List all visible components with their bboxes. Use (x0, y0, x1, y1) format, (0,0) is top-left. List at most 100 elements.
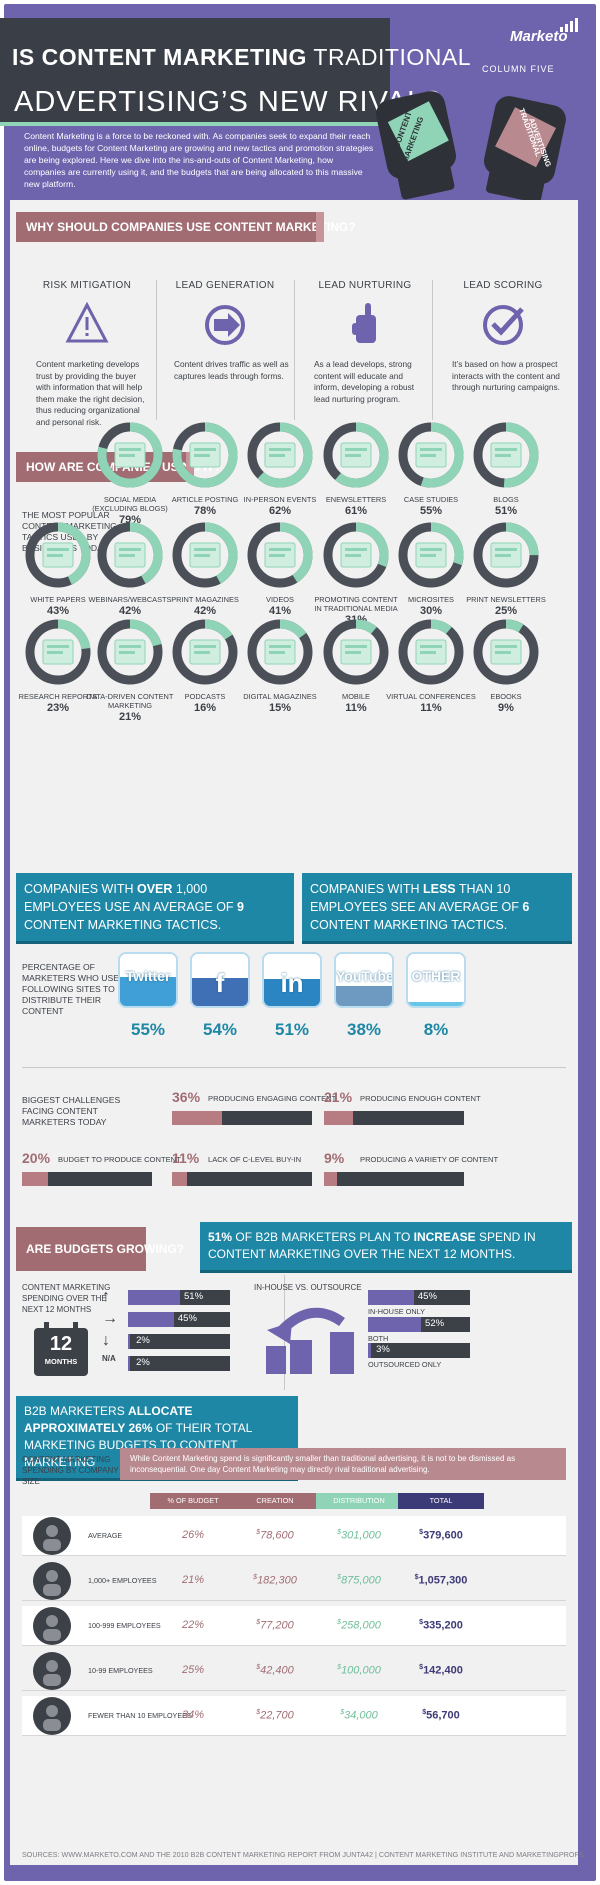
divider (156, 280, 157, 420)
tactic-label: PODCASTS (184, 692, 226, 701)
social-site-name: in (280, 968, 304, 998)
social-usage-fill (408, 1001, 464, 1006)
social-site-name: OTHER (411, 968, 461, 984)
calendar-icon (34, 1322, 88, 1376)
avatar-head (46, 1615, 58, 1627)
challenge-bar-track (172, 1111, 312, 1125)
tactic-donut (172, 522, 238, 588)
company-avatar-icon (33, 1697, 71, 1735)
warning-icon (65, 301, 109, 343)
tactic-glyph-line (269, 448, 291, 451)
cell-value: 142,400 (423, 1664, 463, 1677)
tactic-donut (323, 522, 389, 588)
tactic-glyph-line (345, 645, 367, 648)
currency-symbol: $ (419, 1529, 424, 1536)
table-row-label: 10-99 EMPLOYEES (88, 1666, 153, 1675)
tactic-glyph-line (119, 548, 141, 551)
inhouse-label: OUTSOURCED ONLY (368, 1360, 442, 1369)
currency-symbol: $ (337, 1574, 342, 1581)
benefit-title: LEAD GENERATION (175, 280, 275, 291)
tactic-label: BLOGS (493, 495, 519, 504)
tactic-label: PROMOTING CONTENT IN TRADITIONAL MEDIA (314, 595, 398, 613)
tactic-percent: 21% (118, 711, 142, 723)
tactic-percent: 78% (193, 505, 217, 517)
donut-value-arc (473, 422, 539, 488)
benefit-text: It’s based on how a prospect interacts w… (452, 359, 560, 392)
divider (22, 1067, 566, 1068)
donut-value-arc (97, 422, 163, 488)
currency-symbol: $ (256, 1709, 261, 1716)
donut-value-arc (172, 522, 238, 588)
tactic-glyph-line (47, 645, 69, 648)
inhouse-bar-fill (368, 1290, 414, 1305)
donut-value-arc (473, 619, 539, 685)
table-cell: $258,000 (316, 1619, 402, 1632)
sources-text: SOURCES: WWW.MARKETO.COM AND THE 2010 B2… (22, 1850, 584, 1859)
cell-value: 22% (181, 1619, 205, 1631)
challenge-bar-fill (324, 1172, 337, 1186)
social-percent: 54% (202, 1020, 238, 1039)
challenge-bar-fill (172, 1111, 223, 1125)
currency-symbol: $ (337, 1619, 342, 1626)
social-usage-fill (264, 979, 320, 1006)
company-avatar-icon (33, 1607, 71, 1645)
tactic-percent: 16% (193, 702, 217, 714)
tactic-percent: 42% (193, 605, 217, 617)
increase-spend-banner: 51% OF B2B MARKETERS PLAN TO INCREASE SP… (200, 1222, 572, 1273)
inhouse-bar-track: 45% (368, 1290, 470, 1305)
spending-bar-track: 51% (128, 1290, 230, 1305)
cell-value: 34,000 (344, 1709, 378, 1722)
checkmark-icon (483, 305, 524, 345)
table-cell: $34,000 (316, 1709, 402, 1722)
spending-bar-track: 45% (128, 1312, 230, 1327)
title-line-2: ADVERTISING’S NEW RIVAL? (14, 86, 442, 118)
tactic-glyph-line (119, 645, 141, 648)
spending-bar-fill (128, 1356, 131, 1371)
tactic-label: CASE STUDIES (403, 495, 459, 504)
spend-note: While Content Marketing spend is signifi… (120, 1448, 566, 1480)
company-size-title: CONTENT MARKETING SPENDING BY COMPANY SI… (22, 1455, 119, 1486)
tactic-glyph-line (420, 454, 436, 457)
tactic-percent: 23% (46, 702, 70, 714)
inhouse-label: IN-HOUSE ONLY (368, 1307, 426, 1316)
tactic-glyph-line (269, 548, 291, 551)
social-percent: 38% (346, 1020, 382, 1039)
currency-symbol: $ (419, 1619, 424, 1626)
tactic-glyph-line (495, 454, 511, 457)
table-row-label: FEWER THAN 10 EMPLOYEES (88, 1711, 192, 1720)
tactic-donut (97, 422, 163, 488)
benefit-title: RISK MITIGATION (42, 280, 132, 291)
tactic-glyph-line (47, 548, 69, 551)
avatar-head (46, 1705, 58, 1717)
challenge-label: PRODUCING ENOUGH CONTENT (360, 1094, 481, 1103)
tactic-glyph-line (194, 651, 210, 654)
cell-value: 25% (181, 1664, 205, 1676)
trend-arrow-icon: ↓ (102, 1332, 110, 1349)
tactic-percent: 30% (419, 605, 443, 617)
intro-text: Content Marketing is a force to be recko… (24, 131, 374, 189)
tactic-percent: 62% (268, 505, 292, 517)
tactic-glyph-line (345, 448, 367, 451)
currency-symbol: $ (422, 1709, 427, 1716)
marketo-logo: Marketo (510, 28, 568, 45)
tactic-percent: 42% (118, 605, 142, 617)
cell-value: 182,300 (257, 1574, 297, 1587)
small-company-tactics-box: COMPANIES WITH LESS THAN 10 EMPLOYEES SE… (302, 873, 572, 944)
cell-value: 100,000 (341, 1664, 381, 1677)
social-site-name: f (215, 968, 225, 998)
cell-value: 26% (181, 1529, 205, 1541)
tactic-donut (473, 422, 539, 488)
donut-value-arc (25, 522, 91, 588)
social-icon-tile: OTHER (406, 952, 466, 1008)
inhouse-bar-value: 52% (425, 1318, 445, 1329)
tactic-donut (398, 619, 464, 685)
cell-value: 379,600 (423, 1529, 463, 1542)
table-cell: $77,200 (232, 1619, 318, 1632)
table-cell: $301,000 (316, 1529, 402, 1542)
avatar-head (46, 1525, 58, 1537)
title-box: IS CONTENT MARKETING TRADITIONAL ADVERTI… (0, 18, 470, 122)
title-line-1: IS CONTENT MARKETING TRADITIONAL (12, 44, 471, 70)
benefit-title: LEAD NURTURING (318, 280, 412, 291)
tactic-glyph-line (194, 448, 216, 451)
tactic-glyph-line (194, 454, 210, 457)
